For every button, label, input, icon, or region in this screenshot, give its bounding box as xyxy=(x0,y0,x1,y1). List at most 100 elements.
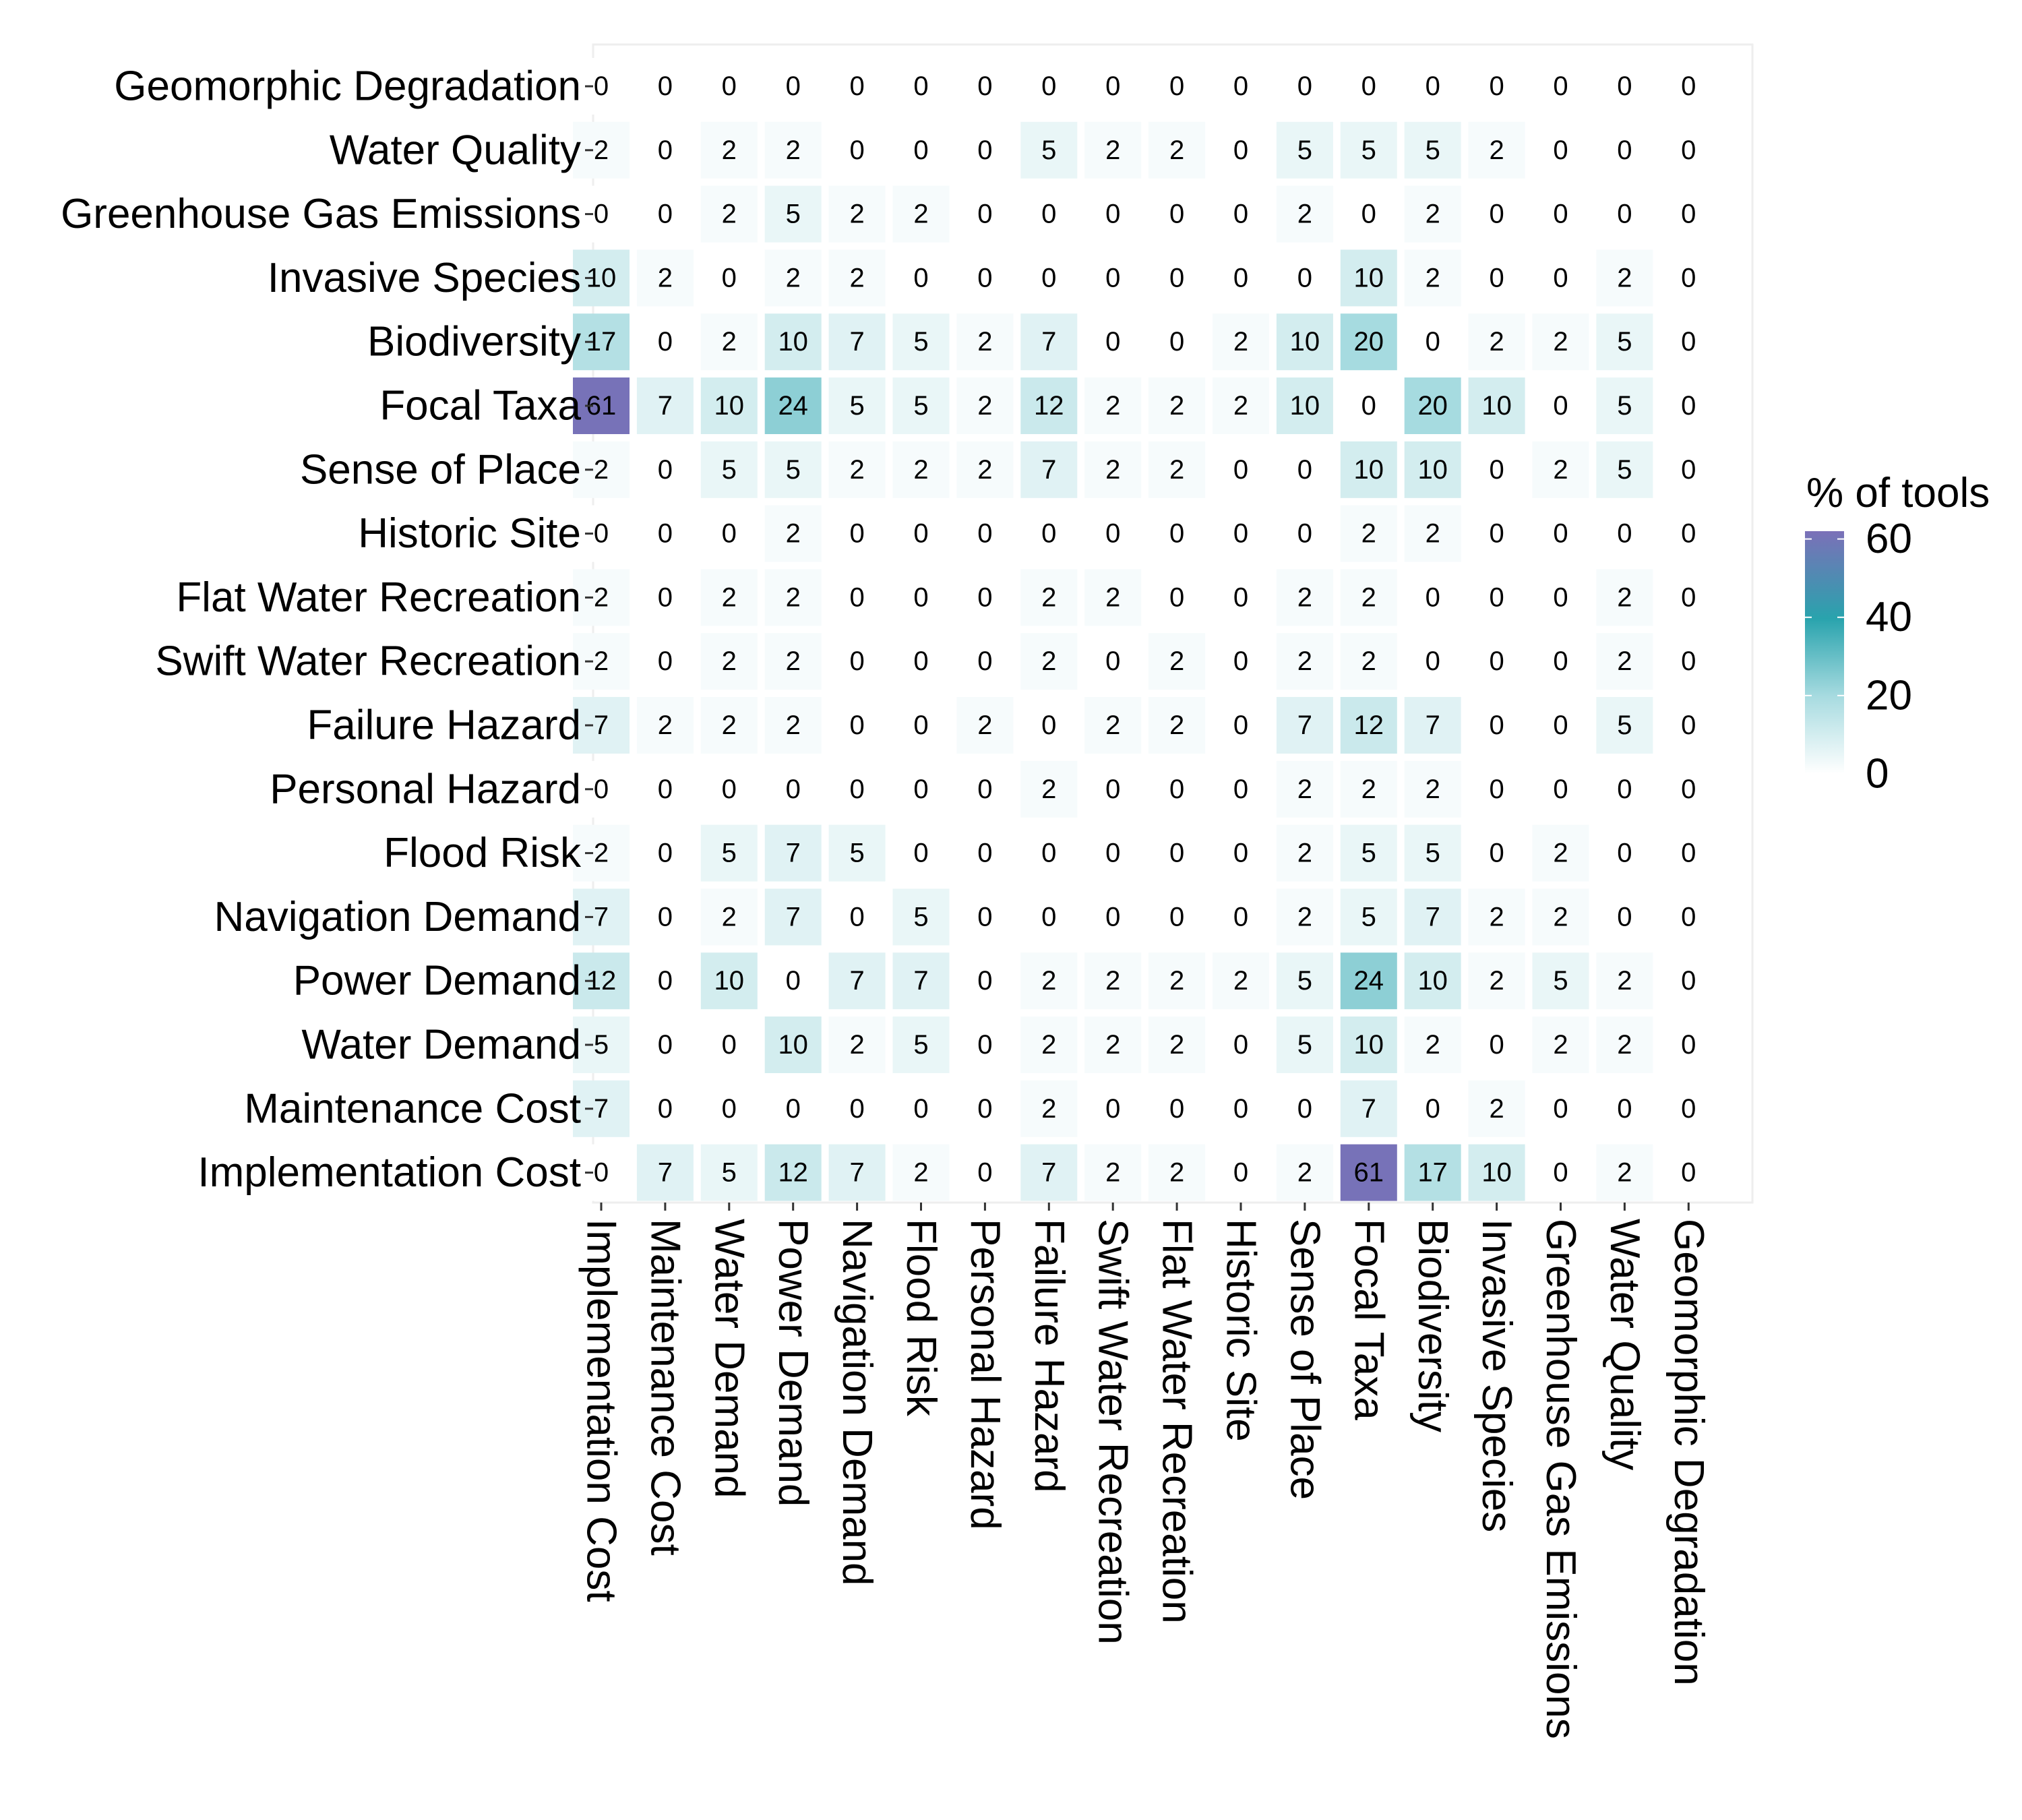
cell-value-label: 2 xyxy=(1617,263,1632,293)
cell-value-label: 0 xyxy=(1041,839,1056,868)
heatmap-cell xyxy=(700,760,758,818)
legend-tick-label: 40 xyxy=(1866,594,1912,640)
cell-value-label: 0 xyxy=(1681,200,1696,229)
heatmap-cell xyxy=(700,377,758,434)
heatmap-cell xyxy=(573,888,630,946)
heatmap-cell xyxy=(956,1080,1014,1137)
heatmap-cell xyxy=(700,441,758,498)
heatmap-cell xyxy=(1532,569,1589,626)
heatmap-cell xyxy=(828,249,886,307)
cell-value-label: 2 xyxy=(1041,966,1056,996)
cell-value-label: 0 xyxy=(977,135,992,165)
cell-value-label: 0 xyxy=(1041,519,1056,549)
cell-value-label: 0 xyxy=(1233,455,1248,485)
cell-value-label: 2 xyxy=(1617,966,1632,996)
cell-value-label: 0 xyxy=(1105,200,1120,229)
heatmap-cell xyxy=(1340,441,1397,498)
heatmap-cell xyxy=(700,121,758,179)
heatmap-cell xyxy=(1148,824,1206,882)
cell-value-label: 0 xyxy=(1617,200,1632,229)
heatmap-cell xyxy=(1660,569,1717,626)
cell-value-label: 2 xyxy=(1553,327,1568,357)
heatmap-cell xyxy=(1276,1080,1333,1137)
heatmap-cell xyxy=(1148,58,1206,115)
heatmap-cell xyxy=(892,1080,950,1137)
heatmap-cell xyxy=(1404,377,1461,434)
cell-value-label: 2 xyxy=(722,646,737,676)
heatmap-cell xyxy=(1213,441,1269,498)
cell-value-label: 7 xyxy=(1041,1158,1056,1188)
cell-value-label: 0 xyxy=(849,902,864,932)
cell-value-label: 0 xyxy=(1169,327,1184,357)
heatmap-cell xyxy=(1468,633,1525,690)
heatmap-cell xyxy=(1596,952,1653,1010)
heatmap-cell xyxy=(1213,952,1269,1010)
heatmap-cell xyxy=(1084,697,1142,754)
cell-value-label: 0 xyxy=(1233,582,1248,612)
cell-value-label: 10 xyxy=(1290,327,1320,357)
heatmap-cell xyxy=(636,249,694,307)
cell-value-label: 2 xyxy=(1489,1094,1504,1124)
row-label-failure-hazard: Failure Hazard xyxy=(307,702,581,749)
cell-value-label: 2 xyxy=(594,135,609,165)
cell-value-label: 2 xyxy=(913,1158,928,1188)
heatmap-cell xyxy=(956,185,1014,243)
heatmap-cell xyxy=(1532,377,1589,434)
heatmap-cell xyxy=(1532,441,1589,498)
heatmap-cell xyxy=(1084,1017,1142,1073)
heatmap-cell xyxy=(700,1080,758,1137)
cell-value-label: 2 xyxy=(1169,391,1184,421)
cell-value-label: 0 xyxy=(1105,646,1120,676)
cell-value-label: 0 xyxy=(1553,263,1568,293)
cell-value-label: 0 xyxy=(1169,71,1184,101)
heatmap-cell xyxy=(1532,1017,1589,1073)
heatmap-cell xyxy=(573,121,630,179)
heatmap-cell xyxy=(1020,888,1078,946)
heatmap-cell xyxy=(1532,760,1589,818)
cell-value-label: 2 xyxy=(786,582,801,612)
heatmap-cell xyxy=(700,569,758,626)
heatmap-cell xyxy=(1532,249,1589,307)
cell-value-label: 0 xyxy=(1553,71,1568,101)
cell-value-label: 2 xyxy=(1553,455,1568,485)
cell-value-label: 2 xyxy=(722,710,737,740)
cell-value-label: 5 xyxy=(1426,135,1440,165)
heatmap-cell xyxy=(828,313,886,371)
cell-value-label: 0 xyxy=(1041,263,1056,293)
cell-value-label: 0 xyxy=(1105,327,1120,357)
cell-value-label: 0 xyxy=(1361,200,1376,229)
heatmap-cell xyxy=(1213,697,1269,754)
cell-value-label: 2 xyxy=(1041,1030,1056,1060)
heatmap-cell xyxy=(828,1017,886,1073)
cell-value-label: 10 xyxy=(1481,1158,1512,1188)
heatmap-cell xyxy=(828,633,886,690)
row-label-focal-taxa: Focal Taxa xyxy=(379,383,581,429)
cell-value-label: 2 xyxy=(849,263,864,293)
cell-value-label: 0 xyxy=(1233,519,1248,549)
heatmap-cell xyxy=(956,58,1014,115)
cell-value-label: 0 xyxy=(1553,646,1568,676)
heatmap-cell xyxy=(573,185,630,243)
cell-value-label: 10 xyxy=(714,966,745,996)
heatmap-cell xyxy=(1340,249,1397,307)
heatmap-cell xyxy=(892,569,950,626)
cell-value-label: 5 xyxy=(913,327,928,357)
cell-value-label: 0 xyxy=(1297,71,1312,101)
cell-value-label: 2 xyxy=(1297,1158,1312,1188)
cell-value-label: 0 xyxy=(1297,263,1312,293)
cell-value-label: 10 xyxy=(1417,455,1448,485)
cell-value-label: 5 xyxy=(1617,391,1632,421)
heatmap-cell xyxy=(1340,313,1397,371)
cell-value-label: 2 xyxy=(1553,839,1568,868)
cell-value-label: 0 xyxy=(1233,71,1248,101)
heatmap-cell xyxy=(1404,824,1461,882)
cell-value-label: 0 xyxy=(1681,902,1696,932)
row-label-personal-hazard: Personal Hazard xyxy=(270,766,581,812)
cell-value-label: 5 xyxy=(849,391,864,421)
heatmap-cell xyxy=(573,441,630,498)
cell-value-label: 7 xyxy=(849,966,864,996)
heatmap-cell xyxy=(892,697,950,754)
heatmap-cell xyxy=(1213,249,1269,307)
heatmap-cell xyxy=(1276,58,1333,115)
heatmap-cell xyxy=(1084,377,1142,434)
